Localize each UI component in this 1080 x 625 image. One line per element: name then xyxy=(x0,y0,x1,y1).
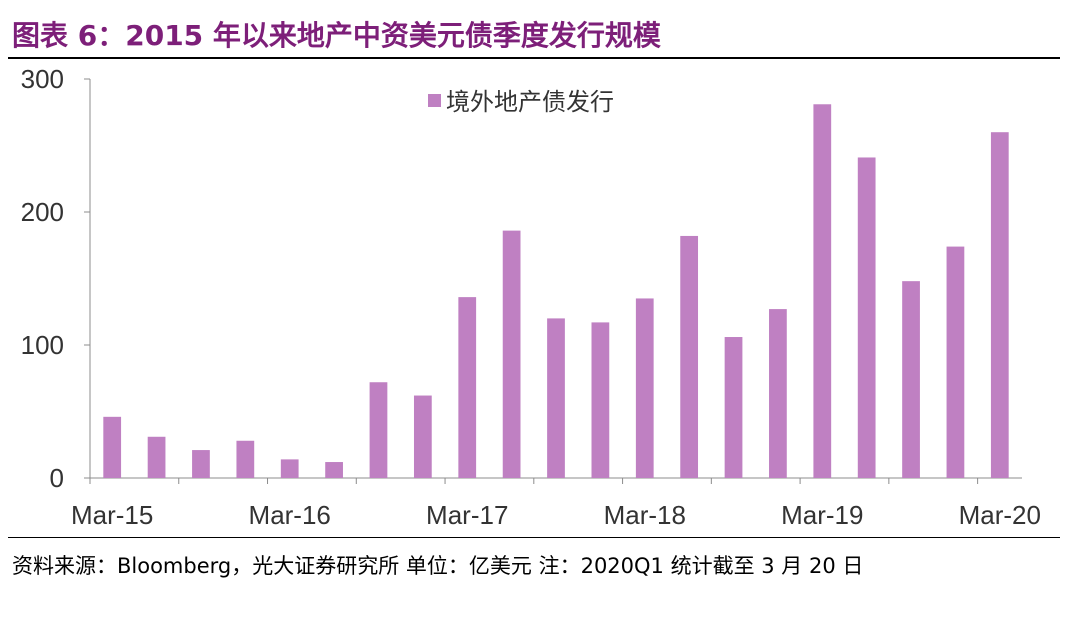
bar-Dec-19 xyxy=(946,246,965,478)
bar-Mar-19 xyxy=(813,104,832,479)
title-rule xyxy=(8,57,1060,59)
legend-swatch xyxy=(428,94,441,107)
chart-bars xyxy=(103,104,1009,479)
bar-Jun-17 xyxy=(502,230,521,478)
bar-Sep-16 xyxy=(369,382,388,478)
bar-Sep-17 xyxy=(547,318,565,478)
footer-rule xyxy=(8,537,1060,538)
bar-Sep-18 xyxy=(724,337,743,478)
bar-Dec-16 xyxy=(413,395,432,478)
bar-Mar-18 xyxy=(635,298,654,478)
y-tick-label: 200 xyxy=(21,197,64,227)
page-title: 图表 6：2015 年以来地产中资美元债季度发行规模 xyxy=(12,19,661,52)
bar-Jun-18 xyxy=(680,235,699,478)
chart-axes: 0 100 200 300 Mar-15 Mar-16 Mar-17 Mar-18 Mar-19… xyxy=(21,64,1041,530)
bar-Sep-19 xyxy=(902,281,920,478)
bar-Dec-17 xyxy=(591,322,610,478)
y-tick-label: 100 xyxy=(21,330,64,360)
source-note: 资料来源：Bloomberg，光大证券研究所 单位：亿美元 注：2020Q1 统… xyxy=(12,554,864,578)
y-tick-label: 300 xyxy=(21,64,64,94)
bar-Jun-16 xyxy=(325,462,343,478)
y-tick-label: 0 xyxy=(50,463,64,493)
x-tick-label: Mar-19 xyxy=(781,500,863,530)
bar-Sep-15 xyxy=(192,450,210,478)
bar-chart: 0 100 200 300 Mar-15 Mar-16 Mar-17 Mar-18 Mar-19… xyxy=(21,64,1041,530)
bar-Jun-15 xyxy=(147,436,166,478)
chart-legend: 境外地产债发行 xyxy=(428,88,614,116)
x-tick-label: Mar-17 xyxy=(426,500,508,530)
x-tick-label: Mar-18 xyxy=(604,500,686,530)
bar-Jun-19 xyxy=(857,157,876,478)
bar-Mar-16 xyxy=(280,459,299,478)
bar-Mar-20 xyxy=(990,132,1009,478)
x-tick-label: Mar-16 xyxy=(249,500,331,530)
x-tick-label: Mar-20 xyxy=(959,500,1041,530)
bar-Mar-17 xyxy=(458,297,477,478)
bar-Dec-15 xyxy=(236,440,255,478)
legend-label: 境外地产债发行 xyxy=(446,88,614,116)
x-tick-label: Mar-15 xyxy=(71,500,153,530)
bar-Mar-15 xyxy=(103,416,122,478)
bar-Dec-18 xyxy=(769,309,787,478)
